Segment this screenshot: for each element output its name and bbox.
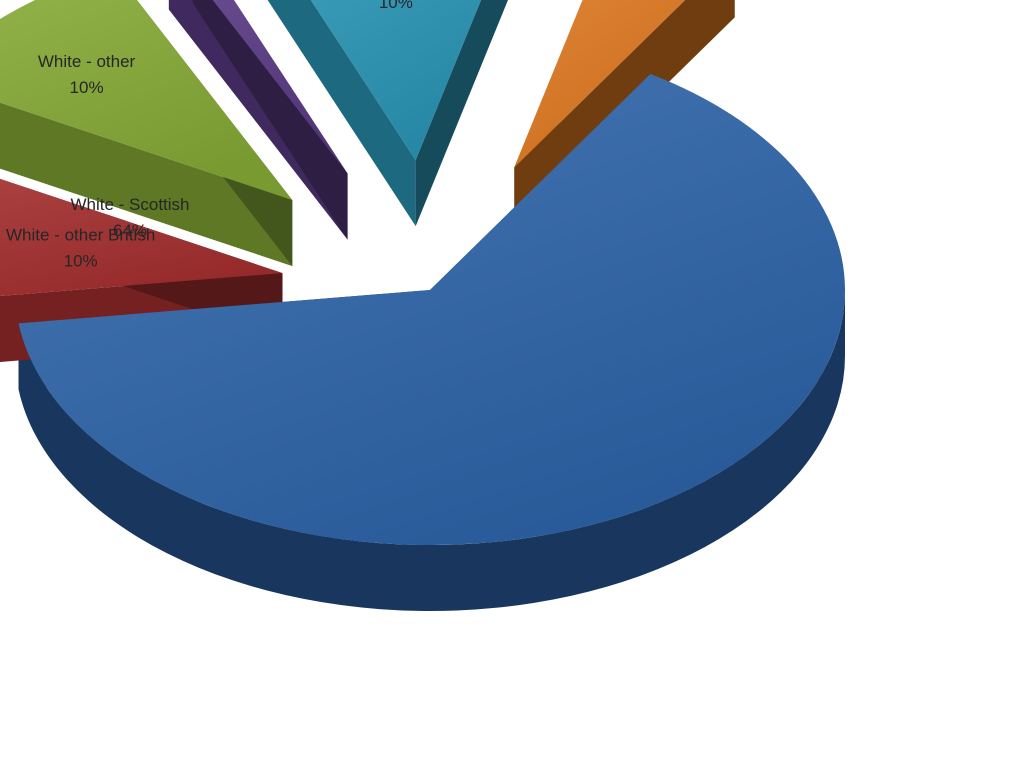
slice-asian bbox=[310, 0, 482, 161]
slice-mixed-wall-0 bbox=[168, 0, 348, 240]
slice-label-asian-value: 10% bbox=[379, 0, 413, 12]
slice-label-white-scottish-value: 64% bbox=[113, 221, 147, 240]
slice-mixed bbox=[212, 0, 348, 174]
slice-other-ethnic-groups bbox=[514, 0, 686, 168]
slice-label-white-scottish-name: White - Scottish bbox=[70, 195, 189, 214]
slice-label-white-scottish: White - Scottish 64% bbox=[70, 195, 189, 240]
slice-white-other-wall-0 bbox=[0, 102, 293, 267]
pie-labels: White - Scottish 64%White - other British… bbox=[6, 0, 418, 271]
slice-label-white-other-british-value: 10% bbox=[64, 252, 98, 271]
slice-white-scottish-rim-0 bbox=[18, 290, 846, 612]
slice-label-white-other: White - other 10% bbox=[38, 52, 136, 97]
slice-mixed-wall-1 bbox=[192, 0, 348, 240]
slice-label-white-other-value: 10% bbox=[70, 78, 104, 97]
slice-asian-wall-1 bbox=[415, 0, 508, 227]
slice-white-scottish bbox=[18, 73, 846, 545]
slice-white-other-british bbox=[0, 178, 283, 296]
slice-label-asian: Asian10% bbox=[375, 0, 418, 12]
slice-label-white-other-name: White - other bbox=[38, 52, 136, 71]
pie-tops bbox=[0, 0, 846, 545]
slice-label-white-other-british-name: White - other British bbox=[6, 226, 155, 245]
slice-asian-wall-0 bbox=[267, 0, 416, 227]
slice-label-white-other-british: White - other British 10% bbox=[6, 226, 155, 271]
slice-white-other bbox=[0, 0, 293, 201]
